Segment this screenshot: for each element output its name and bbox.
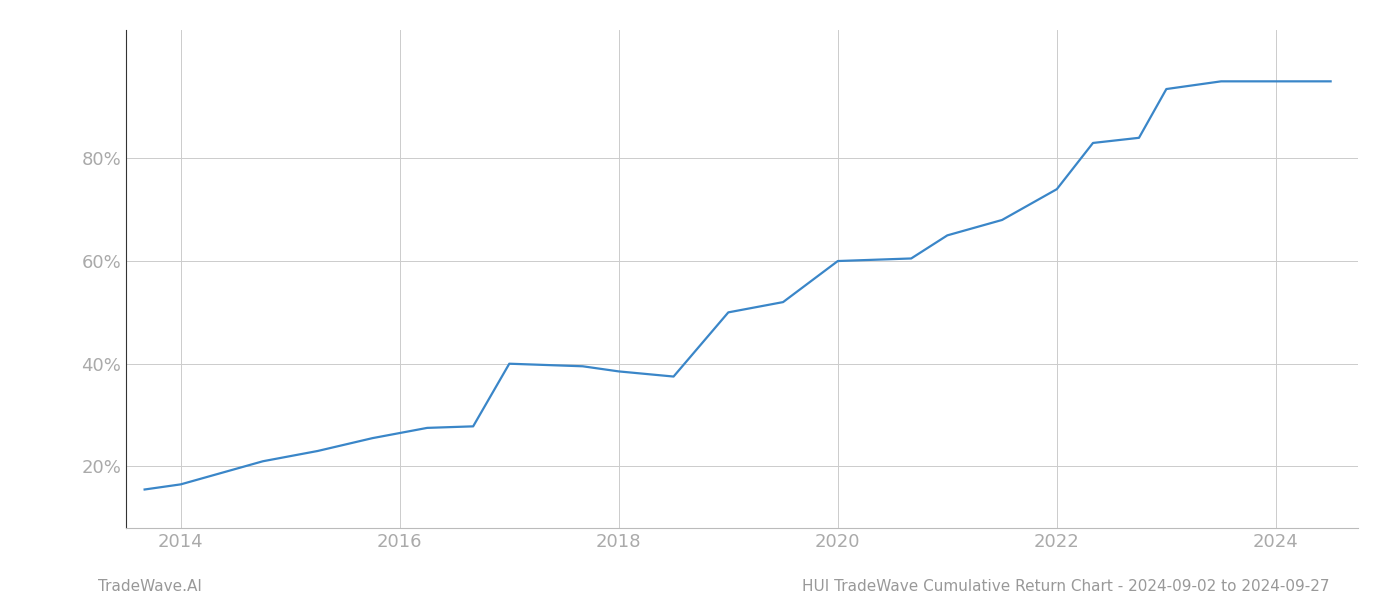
Text: HUI TradeWave Cumulative Return Chart - 2024-09-02 to 2024-09-27: HUI TradeWave Cumulative Return Chart - …	[802, 579, 1330, 594]
Text: TradeWave.AI: TradeWave.AI	[98, 579, 202, 594]
